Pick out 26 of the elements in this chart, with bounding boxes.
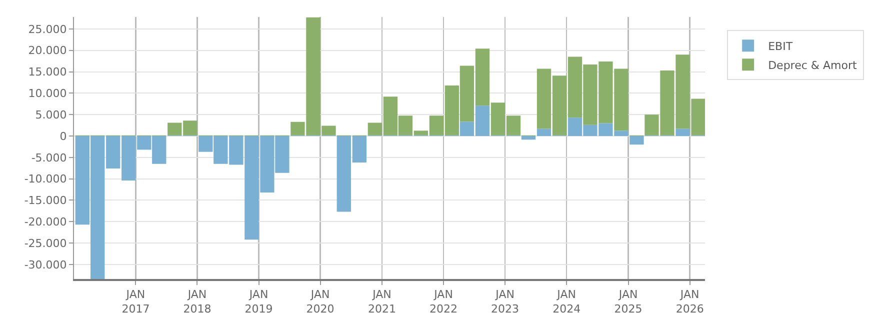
y-tick-label: 0 [60, 130, 67, 143]
x-tick-label: JAN 2023 [491, 288, 520, 313]
x-tick-label: JAN 2024 [552, 288, 581, 313]
y-tick-label: 5.000 [35, 108, 67, 122]
y-tick-label: 25.000 [28, 22, 67, 36]
y-tick-label: -10.000 [24, 172, 67, 186]
x-tick-label: JAN 2020 [306, 288, 334, 313]
x-tick-label: JAN 2018 [183, 288, 212, 313]
y-tick-label: 15.000 [28, 66, 67, 79]
x-tick-label: JAN 2021 [368, 288, 396, 313]
x-tick-label: JAN 2026 [676, 288, 704, 313]
x-tick-label: JAN 2017 [122, 288, 150, 313]
y-tick-label: -25.000 [24, 236, 67, 250]
x-tick-label: JAN 2019 [244, 288, 273, 313]
x-tick-label: JAN 2025 [614, 288, 642, 313]
y-tick-label: 10.000 [28, 87, 67, 100]
legend-label: Deprec & Amort [768, 58, 858, 72]
bar [630, 136, 644, 145]
y-tick-label: 20.000 [28, 44, 67, 58]
y-tick-label: -20.000 [24, 215, 67, 228]
y-tick-label: -5.000 [31, 151, 67, 164]
y-tick-label: -15.000 [24, 194, 67, 208]
bar [521, 136, 536, 140]
legend-label: EBIT [768, 40, 793, 53]
y-tick-label: -30.000 [24, 258, 67, 272]
x-tick-label: JAN 2022 [430, 288, 458, 313]
